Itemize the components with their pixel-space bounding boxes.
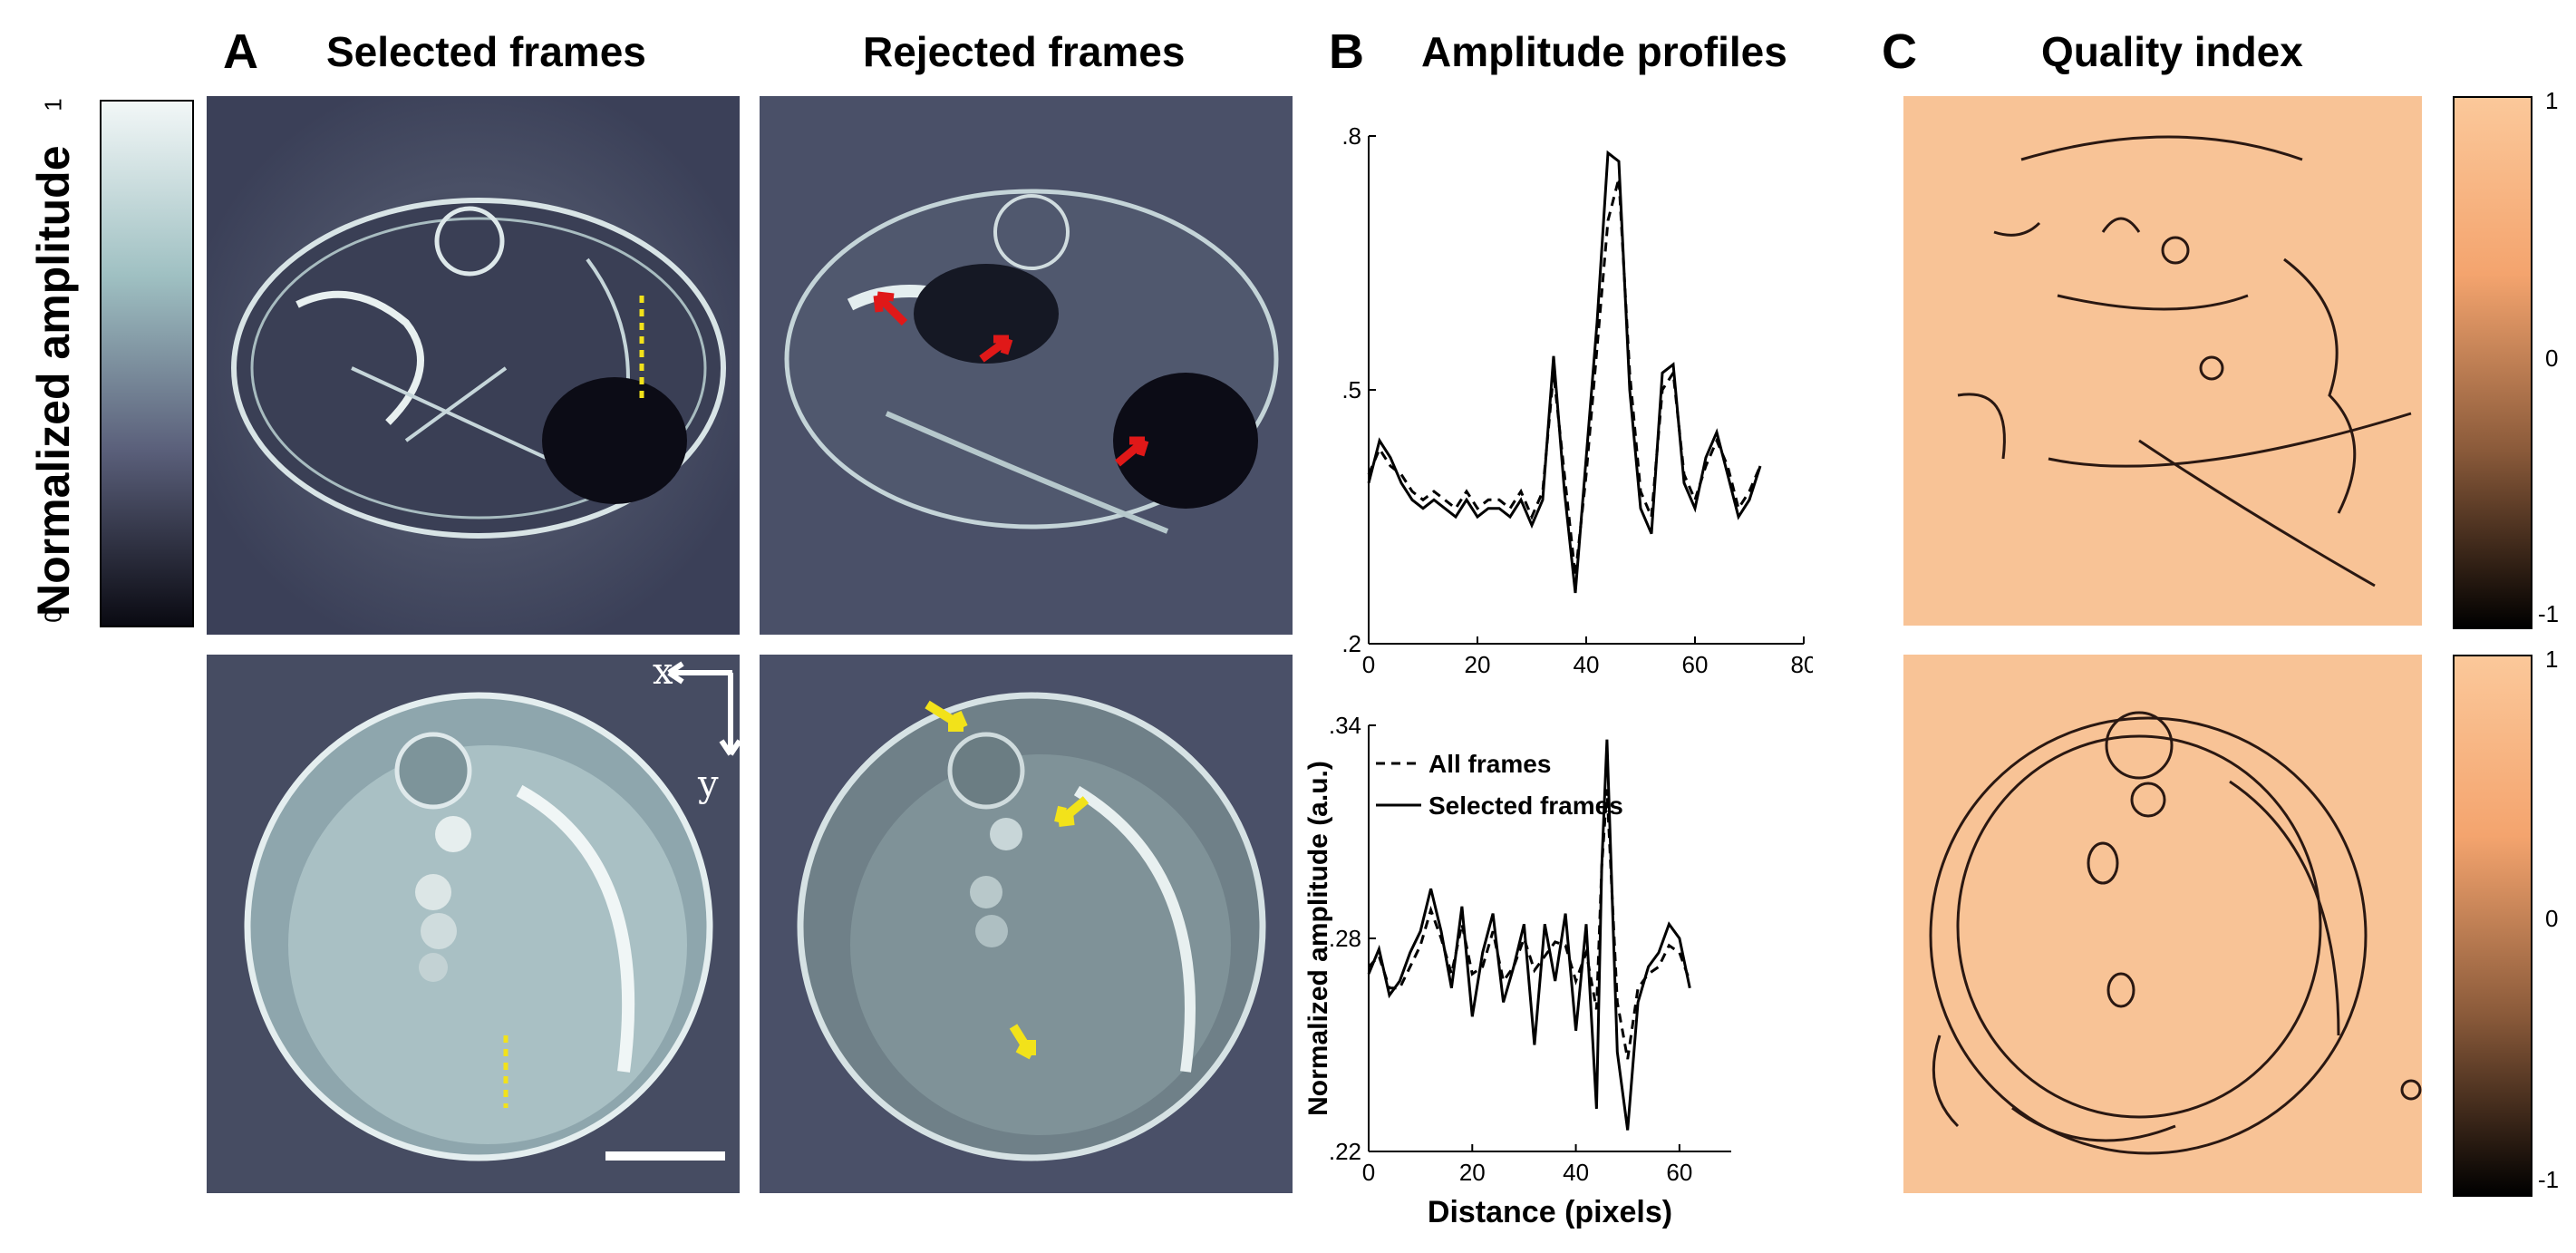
quality-bottom-tick-0: 0 (2545, 905, 2559, 932)
amplitude-colorbar (100, 100, 194, 627)
legend-label: Selected frames (1428, 792, 1623, 820)
x-tick-label: 20 (1465, 651, 1491, 678)
quality-top-tick-neg1: -1 (2538, 600, 2560, 627)
amplitude-chart-bottom: 0 20 40 60 .22 .28 .34 All frames Selected frame… (1305, 712, 1731, 1229)
quality-top-tick-1: 1 (2545, 87, 2559, 114)
legend-label: All frames (1428, 750, 1551, 778)
series-all-frames-line (1367, 789, 1691, 1060)
quality-top-tick-0: 0 (2545, 345, 2559, 372)
y-tick-label: .5 (1341, 376, 1361, 403)
amplitude-tick-min: 0 (39, 609, 67, 623)
y-tick-label: .8 (1341, 122, 1361, 150)
series-all-frames-line (1367, 178, 1762, 577)
panel-letter-c: C (1882, 24, 1917, 79)
header-quality-index: Quality index (2041, 28, 2303, 75)
header-amplitude-profiles: Amplitude profiles (1421, 28, 1787, 75)
x-tick-label: 20 (1459, 1159, 1486, 1186)
amplitude-chart-top: 0 20 40 60 80 .2 .5 .8 (1341, 122, 1813, 678)
selected-frame-bottom-image (207, 655, 740, 1193)
series-selected-frames-line (1367, 150, 1762, 594)
panel-letter-a: A (223, 24, 258, 79)
header-rejected-frames: Rejected frames (863, 28, 1186, 75)
quality-colorbar-top (2453, 96, 2532, 629)
quality-bottom-tick-1: 1 (2545, 646, 2559, 673)
amplitude-colorbar-label: Normalized amplitude (28, 145, 79, 617)
quality-index-bottom-image (1903, 655, 2422, 1193)
y-tick-label: .2 (1341, 630, 1361, 657)
x-tick-label: 0 (1362, 651, 1375, 678)
x-tick-label: 60 (1666, 1159, 1692, 1186)
quality-colorbar-bottom (2453, 655, 2532, 1197)
quality-index-top-image (1903, 96, 2422, 626)
x-axis-title: Distance (pixels) (1428, 1195, 1672, 1229)
y-axis-title: Normalized amplitude (a.u.) (1305, 761, 1333, 1116)
x-tick-label: 80 (1791, 651, 1813, 678)
selected-frame-top-image (207, 96, 740, 635)
y-tick-label: .34 (1329, 712, 1361, 739)
panel-letter-b: B (1329, 24, 1364, 79)
x-tick-label: 40 (1563, 1159, 1589, 1186)
x-axis-glyph: x (653, 651, 673, 693)
y-axis-glyph: y (698, 763, 719, 805)
x-tick-label: 0 (1362, 1159, 1375, 1186)
y-tick-label: .22 (1329, 1138, 1361, 1165)
rejected-frame-top-image (760, 96, 1293, 635)
amplitude-profile-charts: 0 20 40 60 80 .2 .5 .8 0 20 40 60 .22 .28 .34 All fram… (1305, 122, 1813, 1229)
x-tick-label: 60 (1682, 651, 1709, 678)
amplitude-tick-max: 1 (39, 98, 67, 112)
y-tick-label: .28 (1329, 925, 1361, 952)
x-tick-label: 40 (1574, 651, 1600, 678)
quality-bottom-tick-neg1: -1 (2538, 1166, 2560, 1193)
series-selected-frames-line (1367, 739, 1691, 1131)
rejected-frame-bottom-image (760, 655, 1293, 1193)
header-selected-frames: Selected frames (326, 28, 646, 75)
